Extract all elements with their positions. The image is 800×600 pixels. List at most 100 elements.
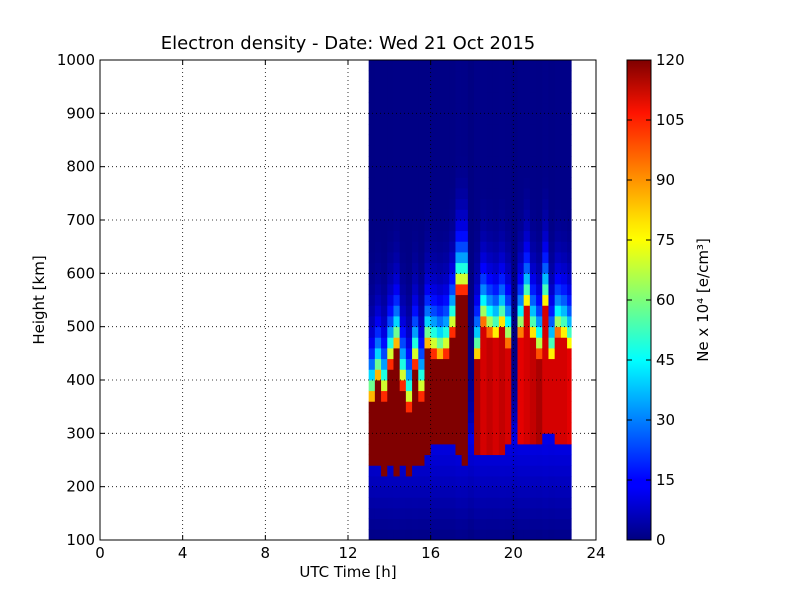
heatmap-cell (399, 454, 407, 466)
heatmap-cell (529, 316, 537, 328)
heatmap-cell (517, 465, 525, 477)
heatmap-cell (560, 348, 568, 360)
heatmap-cell (418, 444, 425, 456)
heatmap-cell (542, 326, 549, 338)
heatmap-cell (381, 412, 388, 424)
heatmap-cell (430, 444, 438, 456)
heatmap-cell (461, 444, 469, 456)
heatmap-cell (560, 337, 568, 349)
heatmap-cell (567, 529, 572, 540)
heatmap-cell (412, 70, 419, 82)
heatmap-cell (424, 81, 432, 93)
heatmap-cell (449, 518, 456, 530)
heatmap-cell (474, 337, 481, 349)
heatmap-cell (449, 380, 456, 392)
heatmap-cell (430, 102, 438, 114)
heatmap-cell (393, 348, 401, 360)
heatmap-cell (554, 358, 562, 370)
heatmap-cell (536, 156, 543, 168)
heatmap-cell (418, 113, 425, 125)
heatmap-cell (430, 465, 438, 477)
heatmap-cell (405, 156, 413, 168)
heatmap-cell (511, 433, 518, 445)
heatmap-cell (368, 358, 376, 370)
heatmap-cell (393, 60, 401, 72)
heatmap-cell (405, 92, 413, 104)
heatmap-cell (405, 113, 413, 125)
heatmap-cell (536, 412, 543, 424)
heatmap-cell (536, 401, 543, 413)
heatmap-cell (511, 92, 518, 104)
heatmap-cell (542, 102, 549, 114)
heatmap-cell (424, 465, 432, 477)
heatmap-cell (467, 348, 475, 360)
heatmap-cell (486, 70, 494, 82)
heatmap-cell (492, 422, 500, 434)
heatmap-cell (387, 252, 394, 264)
heatmap-cell (461, 198, 469, 210)
heatmap-cell (474, 380, 481, 392)
heatmap-cell (461, 294, 469, 306)
heatmap-cell (505, 433, 512, 445)
heatmap-cell (474, 390, 481, 402)
heatmap-cell (381, 294, 388, 306)
heatmap-cell (467, 284, 475, 296)
heatmap-cell (430, 177, 438, 189)
heatmap-cell (368, 390, 376, 402)
heatmap-cell (505, 198, 512, 210)
heatmap-cell (393, 241, 401, 253)
heatmap-cell (554, 102, 562, 114)
heatmap-cell (523, 241, 531, 253)
heatmap-cell (536, 380, 543, 392)
heatmap-cell (492, 134, 500, 146)
heatmap-cell (418, 241, 425, 253)
heatmap-cell (374, 486, 382, 498)
heatmap-cell (567, 380, 572, 392)
heatmap-cell (486, 358, 494, 370)
heatmap-cell (474, 422, 481, 434)
heatmap-cell (542, 380, 549, 392)
x-tick-label: 8 (261, 544, 271, 562)
heatmap-cell (381, 262, 388, 274)
heatmap-cell (505, 262, 512, 274)
heatmap-cell (505, 209, 512, 221)
heatmap-cell (418, 476, 425, 488)
heatmap-cell (368, 70, 376, 82)
heatmap-cell (436, 177, 444, 189)
heatmap-cell (505, 412, 512, 424)
heatmap-cell (443, 454, 450, 466)
y-tick-label: 700 (66, 211, 95, 229)
heatmap-cell (393, 252, 401, 264)
heatmap-cell (436, 241, 444, 253)
heatmap-cell (436, 198, 444, 210)
heatmap-cell (523, 380, 531, 392)
heatmap-cell (443, 444, 450, 456)
heatmap-cell (536, 444, 543, 456)
heatmap-cell (387, 390, 394, 402)
heatmap-cell (480, 529, 487, 540)
x-tick-label: 0 (95, 544, 105, 562)
heatmap-cell (455, 188, 463, 200)
heatmap-cell (436, 401, 444, 413)
heatmap-cell (449, 454, 456, 466)
heatmap-cell (517, 166, 525, 178)
heatmap-cell (486, 145, 494, 157)
heatmap-cell (560, 305, 568, 317)
heatmap-cell (381, 337, 388, 349)
heatmap-cell (554, 284, 562, 296)
heatmap-cell (455, 465, 463, 477)
heatmap-cell (393, 166, 401, 178)
heatmap-cell (542, 81, 549, 93)
heatmap-cell (455, 369, 463, 381)
heatmap-cell (455, 316, 463, 328)
heatmap-cell (505, 294, 512, 306)
heatmap-cell (374, 134, 382, 146)
heatmap-cell (443, 465, 450, 477)
heatmap-cell (548, 262, 556, 274)
heatmap-cell (529, 433, 537, 445)
heatmap-cell (548, 369, 556, 381)
heatmap-cell (498, 177, 506, 189)
heatmap-cell (455, 326, 463, 338)
heatmap-cell (505, 177, 512, 189)
heatmap-cell (567, 92, 572, 104)
